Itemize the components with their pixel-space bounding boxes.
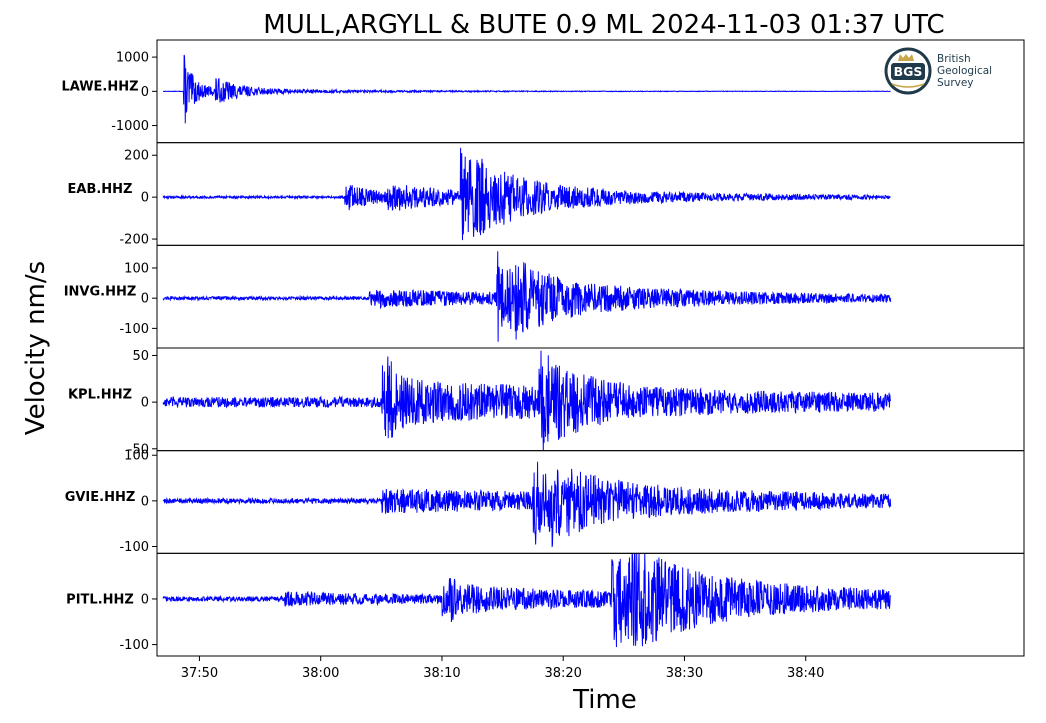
logo-abbr: BGS [894,64,923,79]
y-tick-label: -50 [128,442,149,457]
trace-panel: 50 0 -50 KPL.HHZ [68,347,1025,457]
y-tick-label: 0 [141,592,149,607]
y-tick-label: 0 [141,494,149,509]
x-axis: 37:50 38:00 38:10 38:20 38:30 38:40 [181,656,824,681]
trace-panel: 100 0 -100 INVG.HHZ [64,244,1025,349]
waveform-trace [162,147,891,241]
y-tick-label: -100 [119,638,149,653]
y-tick-label: -100 [119,540,149,555]
y-tick-label: -200 [119,233,149,248]
x-tick-label: 38:00 [302,666,339,681]
panel-frame [156,552,1025,657]
logo-line-3: Survey [937,77,974,89]
x-tick-label: 38:20 [544,666,581,681]
station-label: PITL.HHZ [66,593,134,608]
chart-title: MULL,ARGYLL & BUTE 0.9 ML 2024-11-03 01:… [263,10,944,40]
logo-line-2: Geological [937,65,992,77]
y-tick-label: 0 [141,191,149,206]
trace-panel: 100 0 -100 GVIE.HHZ [65,449,1025,555]
waveform-trace [162,553,892,648]
y-tick-label: 50 [132,349,149,364]
y-tick-label: 0 [141,396,149,411]
y-tick-label: 0 [141,85,149,100]
x-tick-label: 38:30 [666,666,703,681]
y-tick-label: 200 [124,149,149,164]
station-label: EAB.HHZ [68,182,133,197]
y-tick-label: -1000 [111,119,149,134]
trace-panel: 200 0 -200 EAB.HHZ [68,142,1025,248]
y-tick-label: 100 [124,449,149,464]
station-label: KPL.HHZ [68,387,132,402]
crown-icon [898,54,914,61]
y-tick-label: -100 [119,322,149,337]
logo-wave [891,83,925,88]
waveform-trace [162,461,892,548]
y-tick-label: 0 [141,292,149,307]
y-tick-label: 100 [124,261,149,276]
waveform-trace [162,251,892,342]
trace-panel: 1000 0 -1000 LAWE.HHZ [61,39,1025,144]
station-label: INVG.HHZ [64,285,137,300]
x-tick-label: 38:40 [787,666,824,681]
logo-plate [891,63,925,80]
waveform-trace [162,54,891,124]
y-axis-label: Velocity nm/s [21,261,51,435]
trace-panels: 10000-1000LAWE.HHZ2000-200EAB.HHZ1000-10… [61,39,1025,657]
y-tick-label: 1000 [116,51,149,66]
station-label: GVIE.HHZ [65,490,136,505]
logo-line-1: British [937,53,971,65]
waveform-trace [162,350,892,451]
bgs-logo: BGS British Geological Survey [884,47,992,95]
x-tick-label: 37:50 [181,666,218,681]
station-label: LAWE.HHZ [61,79,138,94]
x-tick-label: 38:10 [423,666,460,681]
trace-panel: 0 -100 PITL.HHZ [66,552,1025,657]
x-axis-label: Time [572,685,637,715]
